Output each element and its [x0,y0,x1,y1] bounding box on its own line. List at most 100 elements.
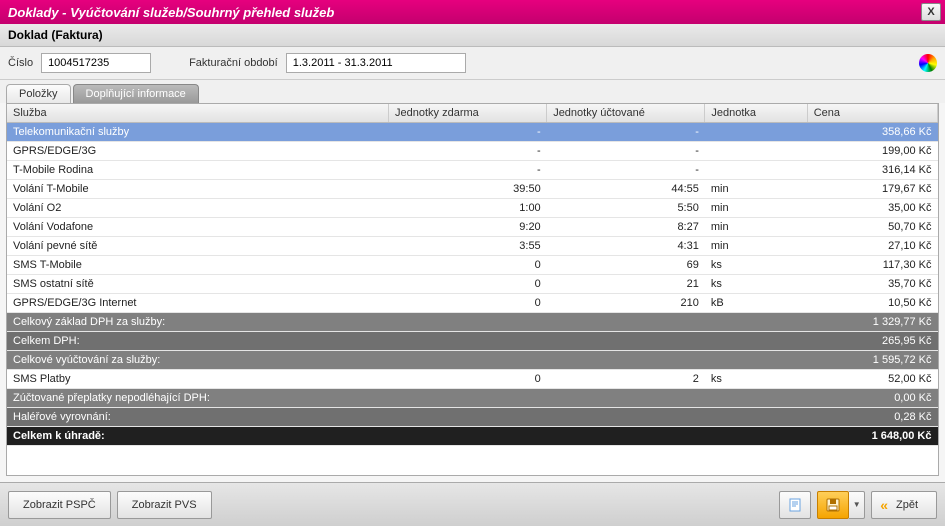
color-wheel-icon[interactable] [919,54,937,72]
cell: SMS Platby [7,370,389,389]
cell: 10,50 Kč [807,294,937,313]
table-row[interactable]: Haléřové vyrovnání: 0,28 Kč [7,408,938,427]
print-icon-button[interactable] [779,491,811,519]
col-sluzba[interactable]: Služba [7,104,389,123]
cell: min [705,237,807,256]
cell: ks [705,275,807,294]
cell: 179,67 Kč [807,180,937,199]
cell [389,408,547,427]
cell [389,351,547,370]
cell: SMS ostatní sítě [7,275,389,294]
window-title: Doklady - Vyúčtování služeb/Souhrný přeh… [8,5,921,20]
footer: Zobrazit PSPČ Zobrazit PVS ▼ « Zpět [0,482,945,526]
table-row[interactable]: GPRS/EDGE/3G--199,00 Kč [7,142,938,161]
tab-polozky[interactable]: Položky [6,84,71,103]
cell: Celkem DPH: [7,332,389,351]
table-row[interactable]: Celkové vyúčtování za služby: 1 595,72 Kč [7,351,938,370]
cell: 27,10 Kč [807,237,937,256]
period-input[interactable] [286,53,466,73]
cell: Volání O2 [7,199,389,218]
cell [705,408,807,427]
cell: 0 [389,370,547,389]
table-row[interactable]: Volání pevné sítě3:554:31min27,10 Kč [7,237,938,256]
cell: min [705,180,807,199]
cell: Volání T-Mobile [7,180,389,199]
window: Doklady - Vyúčtování služeb/Souhrný přeh… [0,0,945,526]
cell: Volání pevné sítě [7,237,389,256]
cell: kB [705,294,807,313]
col-cena[interactable]: Cena [807,104,937,123]
table-row[interactable]: Celkový základ DPH za služby:1 329,77 Kč [7,313,938,332]
table-row[interactable]: Zúčtované přeplatky nepodléhající DPH:0,… [7,389,938,408]
table-row[interactable]: Celkem k úhradě:1 648,00 Kč [7,427,938,446]
table-row[interactable]: SMS T-Mobile069ks117,30 Kč [7,256,938,275]
table-row[interactable]: Telekomunikační služby--358,66 Kč [7,123,938,142]
tab-bar: Položky Doplňující informace [0,80,945,103]
cell: SMS T-Mobile [7,256,389,275]
cell: Haléřové vyrovnání: [7,408,389,427]
cell: 0 [389,294,547,313]
cell: 39:50 [389,180,547,199]
cell: ks [705,370,807,389]
cell: 0,28 Kč [807,408,937,427]
cell: 210 [547,294,705,313]
cell [705,313,807,332]
num-input[interactable] [41,53,151,73]
cell: T-Mobile Rodina [7,161,389,180]
cell [547,332,705,351]
cell [705,351,807,370]
tab-doplnujici[interactable]: Doplňující informace [73,84,199,103]
cell: 1:00 [389,199,547,218]
close-button[interactable]: X [921,3,941,21]
col-jednotka[interactable]: Jednotka [705,104,807,123]
table-row[interactable]: SMS Platby02ks52,00 Kč [7,370,938,389]
cell: - [547,123,705,142]
cell [389,332,547,351]
cell: 0 [389,256,547,275]
cell: 199,00 Kč [807,142,937,161]
cell: 44:55 [547,180,705,199]
cell: Telekomunikační služby [7,123,389,142]
btn-pvs[interactable]: Zobrazit PVS [117,491,212,519]
save-icon-button[interactable] [817,491,849,519]
cell: GPRS/EDGE/3G Internet [7,294,389,313]
cell: - [389,161,547,180]
cell: min [705,218,807,237]
cell [705,142,807,161]
cell [705,161,807,180]
table-row[interactable]: T-Mobile Rodina--316,14 Kč [7,161,938,180]
cell [547,313,705,332]
table-row[interactable]: Volání T-Mobile39:5044:55min179,67 Kč [7,180,938,199]
btn-pspc[interactable]: Zobrazit PSPČ [8,491,111,519]
cell: ks [705,256,807,275]
table-row[interactable]: Celkem DPH:265,95 Kč [7,332,938,351]
cell: 316,14 Kč [807,161,937,180]
back-button[interactable]: « Zpět [871,491,937,519]
cell [547,351,705,370]
cell [705,427,807,446]
back-label: Zpět [896,499,918,511]
col-zdarma[interactable]: Jednotky zdarma [389,104,547,123]
table-row[interactable]: Volání Vodafone9:208:27min50,70 Kč [7,218,938,237]
cell: Celkové vyúčtování za služby: [7,351,389,370]
cell: Celkem k úhradě: [7,427,389,446]
col-uctovane[interactable]: Jednotky účtované [547,104,705,123]
table-row[interactable]: Volání O21:005:50min35,00 Kč [7,199,938,218]
table-row[interactable]: SMS ostatní sítě021ks35,70 Kč [7,275,938,294]
table-row[interactable]: GPRS/EDGE/3G Internet0210kB10,50 Kč [7,294,938,313]
cell: 35,70 Kč [807,275,937,294]
back-icon: « [880,497,888,513]
cell: 117,30 Kč [807,256,937,275]
cell: 0 [389,275,547,294]
table-wrap: Služba Jednotky zdarma Jednotky účtované… [6,103,939,476]
cell: 9:20 [389,218,547,237]
cell: 1 595,72 Kč [807,351,937,370]
cell: 358,66 Kč [807,123,937,142]
cell: 35,00 Kč [807,199,937,218]
cell [389,427,547,446]
cell [547,389,705,408]
save-dropdown[interactable]: ▼ [849,491,865,519]
services-table: Služba Jednotky zdarma Jednotky účtované… [7,104,938,446]
num-label: Číslo [8,57,33,69]
cell: 4:31 [547,237,705,256]
